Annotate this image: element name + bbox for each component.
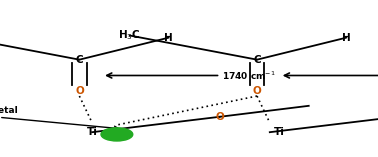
Text: Ti: Ti — [87, 127, 98, 137]
Text: H: H — [342, 33, 351, 43]
Text: H: H — [164, 33, 173, 43]
Circle shape — [101, 128, 133, 141]
Text: 1740 cm$^{-1}$: 1740 cm$^{-1}$ — [222, 69, 276, 82]
Text: H$_3$C: H$_3$C — [118, 29, 141, 42]
Text: O: O — [75, 86, 84, 96]
Text: O: O — [253, 86, 262, 96]
Text: Ti: Ti — [274, 127, 284, 137]
Text: C: C — [76, 55, 83, 65]
Text: Metal: Metal — [0, 106, 18, 115]
Text: C: C — [253, 55, 261, 65]
Text: O: O — [215, 112, 224, 122]
